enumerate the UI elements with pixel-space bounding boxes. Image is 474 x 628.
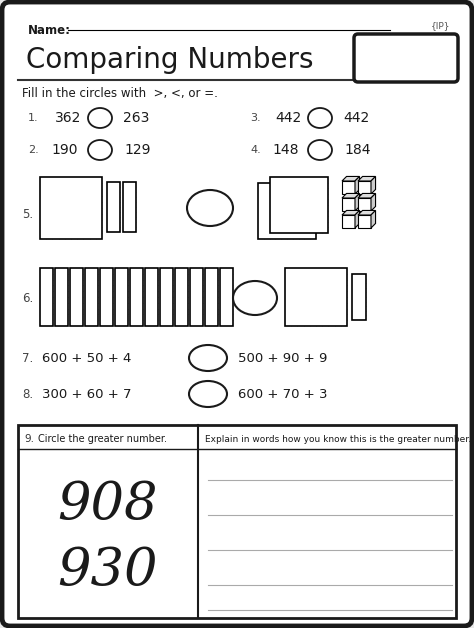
Text: 300 + 60 + 7: 300 + 60 + 7	[42, 387, 131, 401]
Text: 148: 148	[273, 143, 299, 157]
Text: 500 + 90 + 9: 500 + 90 + 9	[238, 352, 328, 364]
Bar	[285, 268, 347, 326]
Bar	[85, 268, 98, 326]
Polygon shape	[371, 210, 375, 228]
Text: 442: 442	[343, 111, 369, 125]
Bar	[358, 215, 371, 228]
Polygon shape	[358, 193, 375, 198]
Bar	[40, 268, 53, 326]
Text: 184: 184	[345, 143, 371, 157]
Text: Fill in the circles with  >, <, or =.: Fill in the circles with >, <, or =.	[22, 87, 218, 100]
Bar	[115, 268, 128, 326]
Ellipse shape	[189, 381, 227, 407]
Bar	[352, 274, 366, 320]
Polygon shape	[342, 176, 360, 181]
Text: 5.: 5.	[22, 208, 33, 222]
Ellipse shape	[88, 108, 112, 128]
Polygon shape	[355, 193, 360, 211]
Polygon shape	[371, 176, 375, 194]
Bar	[342, 181, 355, 194]
Text: {IP}: {IP}	[430, 21, 450, 31]
Ellipse shape	[233, 281, 277, 315]
Polygon shape	[342, 193, 360, 198]
Bar	[100, 268, 113, 326]
Text: 442: 442	[275, 111, 301, 125]
Text: 129: 129	[125, 143, 151, 157]
Text: Comparing Numbers: Comparing Numbers	[26, 46, 313, 74]
Text: 600 + 70 + 3: 600 + 70 + 3	[238, 387, 328, 401]
Bar	[160, 268, 173, 326]
Text: 908: 908	[58, 480, 158, 531]
Text: 8.: 8.	[22, 387, 33, 401]
Text: 190: 190	[52, 143, 78, 157]
Polygon shape	[371, 193, 375, 211]
Polygon shape	[355, 210, 360, 228]
Ellipse shape	[187, 190, 233, 226]
Bar	[107, 182, 120, 232]
Text: 263: 263	[123, 111, 149, 125]
Bar	[270, 177, 328, 233]
Text: 1.: 1.	[28, 113, 38, 123]
Bar	[123, 182, 136, 232]
Bar	[358, 181, 371, 194]
Text: Explain in words how you know this is the greater number.: Explain in words how you know this is th…	[205, 435, 471, 443]
Bar	[175, 268, 188, 326]
Ellipse shape	[308, 108, 332, 128]
Text: 9.: 9.	[24, 434, 34, 444]
Polygon shape	[342, 210, 360, 215]
Bar	[40, 177, 102, 239]
Bar	[358, 198, 371, 211]
Bar	[190, 268, 203, 326]
Text: 7.: 7.	[22, 352, 33, 364]
Text: 362: 362	[55, 111, 81, 125]
Ellipse shape	[308, 140, 332, 160]
Bar	[55, 268, 68, 326]
Text: 2.: 2.	[28, 145, 39, 155]
Bar	[205, 268, 218, 326]
Bar	[18, 425, 456, 618]
Ellipse shape	[88, 140, 112, 160]
Bar	[342, 198, 355, 211]
Bar	[342, 215, 355, 228]
Bar	[258, 183, 316, 239]
Text: Circle the greater number.: Circle the greater number.	[38, 434, 167, 444]
Polygon shape	[358, 176, 375, 181]
Bar	[220, 268, 233, 326]
Polygon shape	[355, 176, 360, 194]
Text: 6.: 6.	[22, 291, 33, 305]
Polygon shape	[358, 210, 375, 215]
Bar	[70, 268, 83, 326]
Text: 4.: 4.	[250, 145, 261, 155]
Text: Name:: Name:	[28, 23, 71, 36]
Bar	[145, 268, 158, 326]
FancyBboxPatch shape	[354, 34, 458, 82]
Text: ___/10: ___/10	[367, 47, 449, 71]
Ellipse shape	[189, 345, 227, 371]
Text: 3.: 3.	[250, 113, 261, 123]
Text: 600 + 50 + 4: 600 + 50 + 4	[42, 352, 131, 364]
Bar	[130, 268, 143, 326]
Text: 930: 930	[58, 544, 158, 595]
